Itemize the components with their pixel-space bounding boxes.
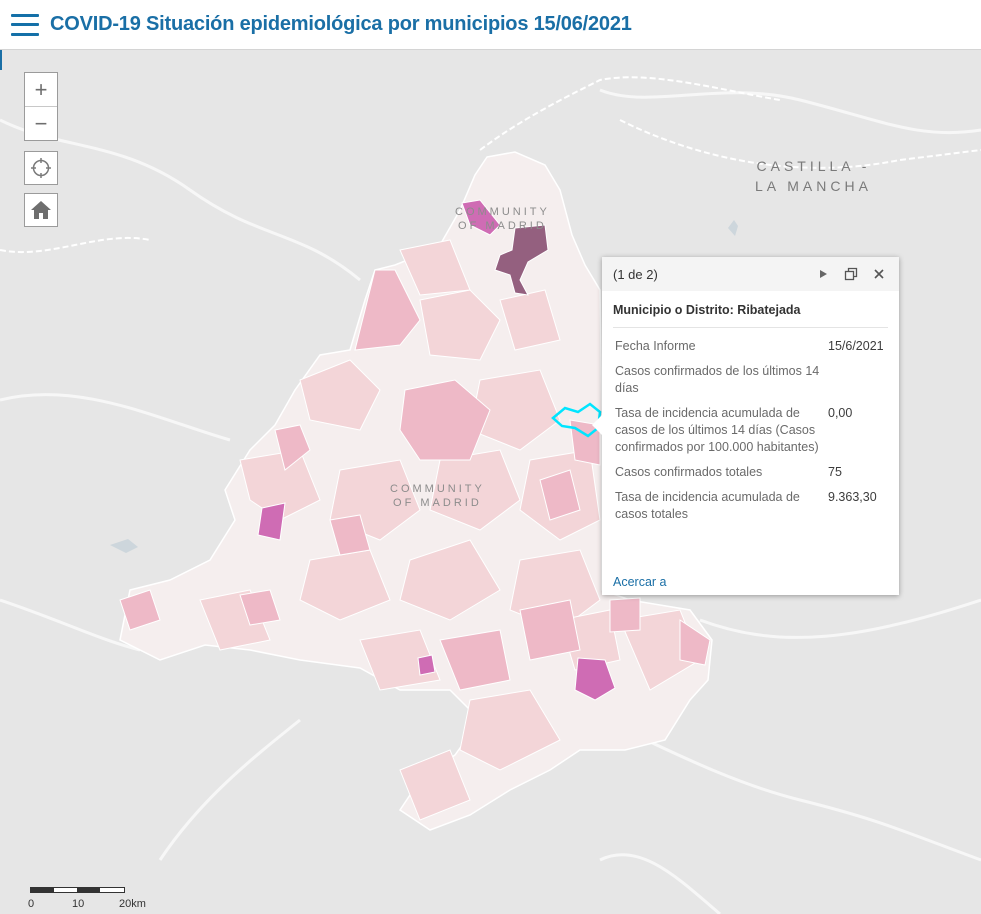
play-icon bbox=[820, 270, 827, 278]
attribute-row: Casos confirmados totales 75 bbox=[613, 462, 888, 487]
attribute-row: Casos confirmados de los últimos 14 días bbox=[613, 361, 888, 403]
popup-title: Municipio o Distrito: Ribatejada bbox=[613, 303, 888, 328]
attribute-value: 0,00 bbox=[828, 406, 853, 420]
attribute-value bbox=[826, 361, 888, 403]
popup-feature-count: (1 de 2) bbox=[613, 266, 658, 282]
page-title: COVID-19 Situación epidemiológica por mu… bbox=[50, 13, 632, 35]
locate-button[interactable] bbox=[24, 151, 58, 185]
scale-label-10: 10 bbox=[72, 898, 85, 910]
zoom-in-button[interactable]: + bbox=[25, 73, 57, 107]
attribute-value: 9.363,30 bbox=[828, 490, 877, 504]
feature-popup: (1 de 2) Municipio o Distrito: Ribatejad… bbox=[592, 257, 899, 595]
popup-pointer bbox=[592, 415, 602, 435]
attribute-value: 15/6/2021 bbox=[828, 339, 884, 353]
scale-label-0: 0 bbox=[28, 898, 35, 910]
next-feature-button[interactable] bbox=[812, 263, 834, 285]
popup-header: (1 de 2) bbox=[602, 257, 899, 291]
attribute-table: Fecha Informe 15/6/2021 Casos confirmado… bbox=[613, 336, 888, 529]
home-button[interactable] bbox=[24, 193, 58, 227]
basemap bbox=[0, 76, 981, 914]
app-header: COVID-19 Situación epidemiológica por mu… bbox=[0, 0, 981, 50]
attribute-label: Tasa de incidencia acumulada de casos de… bbox=[615, 406, 819, 454]
region-label-community-north: COMMUNITY OF MADRID bbox=[455, 206, 550, 232]
accent-bar bbox=[0, 50, 2, 70]
popup-body: Municipio o Distrito: Ribatejada Fecha I… bbox=[602, 291, 899, 529]
zoom-to-link[interactable]: Acercar a bbox=[613, 575, 667, 589]
menu-icon[interactable] bbox=[11, 13, 39, 36]
zoom-control: + − bbox=[24, 72, 58, 141]
region-label-community-center: COMMUNITY OF MADRID bbox=[390, 483, 485, 509]
attribute-row: Tasa de incidencia acumulada de casos to… bbox=[613, 487, 888, 529]
maximize-icon bbox=[844, 267, 858, 281]
zoom-out-button[interactable]: − bbox=[34, 110, 48, 136]
home-icon bbox=[31, 201, 51, 219]
attribute-value: 75 bbox=[828, 465, 842, 479]
attribute-label: Casos confirmados totales bbox=[615, 465, 763, 479]
scale-line bbox=[30, 887, 125, 893]
close-icon bbox=[874, 269, 884, 279]
region-label-castilla: CASTILLA - LA MANCHA bbox=[755, 158, 872, 194]
attribute-label: Casos confirmados de los últimos 14 días bbox=[615, 364, 820, 395]
locate-icon bbox=[31, 158, 51, 178]
attribute-row: Fecha Informe 15/6/2021 bbox=[613, 336, 888, 361]
close-button[interactable] bbox=[868, 263, 890, 285]
attribute-row: Tasa de incidencia acumulada de casos de… bbox=[613, 403, 888, 462]
maximize-button[interactable] bbox=[840, 263, 862, 285]
map-view[interactable]: CASTILLA - LA MANCHA COMMUNITY OF MADRID… bbox=[0, 50, 981, 914]
attribute-label: Fecha Informe bbox=[615, 339, 696, 353]
attribute-label: Tasa de incidencia acumulada de casos to… bbox=[615, 490, 800, 521]
scale-label-20: 20km bbox=[119, 898, 146, 910]
